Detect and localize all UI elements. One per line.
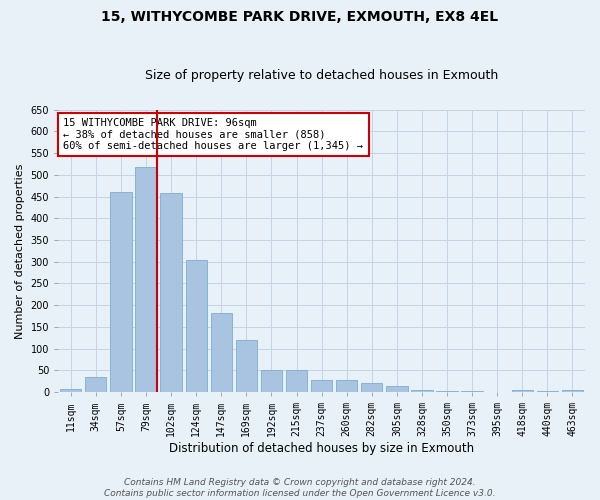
Bar bbox=[236, 340, 257, 392]
Bar bbox=[386, 386, 407, 392]
Bar bbox=[361, 384, 382, 392]
Bar bbox=[261, 370, 282, 392]
Bar bbox=[211, 314, 232, 392]
Bar bbox=[286, 370, 307, 392]
Bar bbox=[110, 192, 131, 392]
Bar bbox=[160, 193, 182, 392]
Bar bbox=[185, 260, 207, 392]
Bar bbox=[311, 380, 332, 392]
Bar bbox=[60, 389, 82, 392]
Title: Size of property relative to detached houses in Exmouth: Size of property relative to detached ho… bbox=[145, 69, 498, 82]
Bar bbox=[512, 390, 533, 392]
Bar bbox=[336, 380, 358, 392]
Bar bbox=[411, 390, 433, 392]
Bar bbox=[136, 167, 157, 392]
Text: Contains HM Land Registry data © Crown copyright and database right 2024.
Contai: Contains HM Land Registry data © Crown c… bbox=[104, 478, 496, 498]
Bar bbox=[562, 390, 583, 392]
Text: 15, WITHYCOMBE PARK DRIVE, EXMOUTH, EX8 4EL: 15, WITHYCOMBE PARK DRIVE, EXMOUTH, EX8 … bbox=[101, 10, 499, 24]
X-axis label: Distribution of detached houses by size in Exmouth: Distribution of detached houses by size … bbox=[169, 442, 474, 455]
Y-axis label: Number of detached properties: Number of detached properties bbox=[15, 163, 25, 338]
Text: 15 WITHYCOMBE PARK DRIVE: 96sqm
← 38% of detached houses are smaller (858)
60% o: 15 WITHYCOMBE PARK DRIVE: 96sqm ← 38% of… bbox=[64, 118, 364, 151]
Bar bbox=[85, 377, 106, 392]
